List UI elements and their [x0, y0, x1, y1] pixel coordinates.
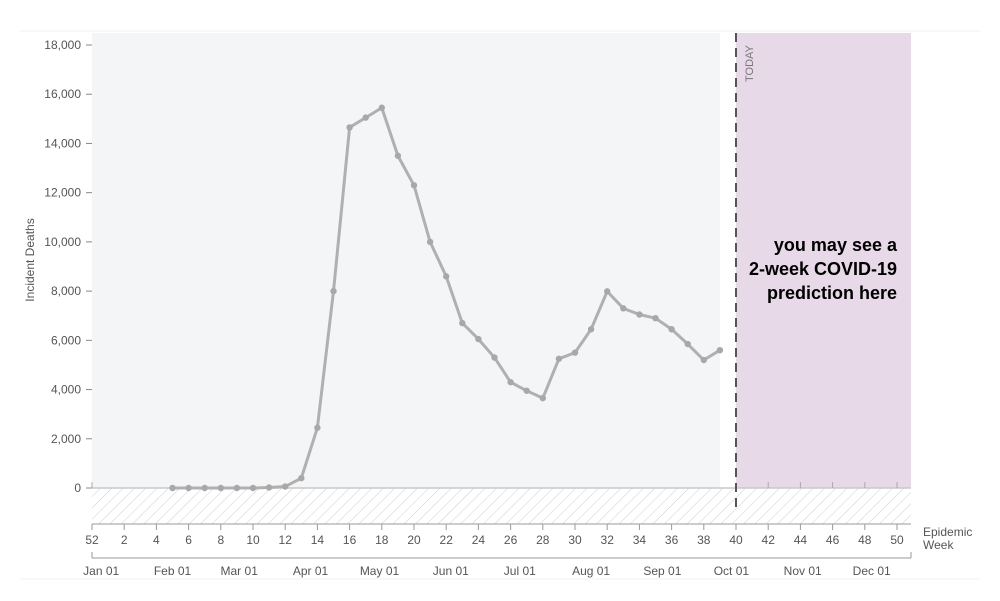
data-point — [475, 335, 482, 343]
prediction-annotation-line-1: you may see a — [774, 235, 898, 255]
data-point — [410, 182, 418, 189]
week-tick-label: 12 — [279, 533, 293, 547]
week-tick-label: 30 — [568, 533, 582, 547]
data-point — [314, 424, 321, 431]
data-point — [523, 387, 530, 394]
data-point — [668, 326, 675, 333]
data-point — [346, 124, 353, 131]
month-tick-label: Dec 01 — [853, 564, 891, 578]
data-point — [426, 238, 434, 246]
data-point — [636, 311, 643, 318]
data-point — [169, 484, 176, 492]
month-tick-label: Apr 01 — [293, 564, 329, 578]
month-tick-label: Aug 01 — [572, 564, 610, 578]
data-point — [459, 319, 466, 327]
data-point — [282, 483, 289, 490]
week-tick-label: 8 — [217, 533, 224, 547]
data-point — [652, 314, 659, 322]
data-point — [716, 346, 724, 354]
week-tick-label: 32 — [601, 533, 615, 547]
week-tick-label: 14 — [311, 533, 325, 547]
data-point — [587, 326, 595, 333]
data-point — [330, 287, 337, 295]
y-tick-label: 2,000 — [51, 432, 81, 446]
data-point — [604, 288, 611, 295]
plot-background — [92, 33, 720, 488]
week-tick-label: 4 — [153, 533, 160, 547]
x-axis-title-line-2: Week — [923, 538, 954, 552]
week-tick-label: 28 — [536, 533, 550, 547]
month-tick-label: Sep 01 — [643, 564, 681, 578]
y-tick-label: 4,000 — [51, 383, 81, 397]
data-point — [394, 152, 402, 159]
x-axis-title-line-1: Epidemic — [923, 525, 972, 539]
data-point — [185, 484, 192, 492]
data-point — [298, 474, 305, 482]
week-tick-label: 6 — [185, 533, 192, 547]
week-tick-label: 50 — [890, 533, 904, 547]
y-tick-label: 14,000 — [44, 136, 81, 150]
week-tick-label: 38 — [697, 533, 711, 547]
y-tick-label: 10,000 — [44, 235, 81, 249]
data-point — [201, 484, 208, 492]
week-tick-label: 36 — [665, 533, 679, 547]
week-tick-label: 48 — [858, 533, 872, 547]
y-tick-label: 8,000 — [51, 284, 81, 298]
y-tick-label: 6,000 — [51, 333, 81, 347]
week-tick-label: 24 — [472, 533, 486, 547]
data-point — [378, 104, 385, 111]
week-tick-label: 46 — [826, 533, 840, 547]
prediction-annotation-line-3: prediction here — [767, 283, 897, 303]
data-point — [265, 484, 273, 491]
month-tick-label: Mar 01 — [221, 564, 259, 578]
data-point — [443, 273, 450, 280]
month-tick-label: May 01 — [360, 564, 400, 578]
prediction-annotation-line-2: 2-week COVID-19 — [749, 259, 897, 279]
y-tick-label: 0 — [74, 481, 81, 495]
series-layer — [169, 104, 724, 492]
data-point — [620, 305, 627, 312]
month-tick-label: Jul 01 — [504, 564, 536, 578]
month-tick-label: Oct 01 — [714, 564, 750, 578]
data-point — [571, 349, 579, 356]
data-point — [684, 340, 691, 348]
prediction-region — [736, 33, 911, 488]
data-point — [539, 394, 546, 402]
week-tick-label: 16 — [343, 533, 357, 547]
week-tick-label: 2 — [121, 533, 128, 547]
data-point — [233, 484, 241, 492]
y-axis-title: Incident Deaths — [23, 218, 37, 301]
week-tick-label: 34 — [633, 533, 647, 547]
background-layer — [92, 33, 911, 524]
month-tick-label: Jun 01 — [433, 564, 469, 578]
axes-layer: 0 2,000 4,000 6,000 8,000 10,000 12,000 14,000 1… — [20, 30, 980, 580]
data-point — [507, 378, 514, 386]
data-point — [362, 114, 369, 121]
data-point — [491, 354, 498, 361]
data-point — [217, 484, 224, 492]
below-zero-hatch — [92, 488, 911, 524]
month-tick-label: Nov 01 — [784, 564, 822, 578]
week-tick-label: 52 — [85, 533, 99, 547]
data-point — [700, 356, 707, 364]
week-tick-label: 42 — [762, 533, 776, 547]
y-tick-label: 12,000 — [44, 186, 81, 200]
month-tick-label: Jan 01 — [83, 564, 119, 578]
y-tick-label: 18,000 — [44, 38, 81, 52]
week-tick-label: 26 — [504, 533, 518, 547]
week-tick-label: 22 — [440, 533, 454, 547]
labels-layer: Incident Deaths Epidemic Week TODAY you … — [23, 44, 972, 552]
y-tick-label: 16,000 — [44, 87, 81, 101]
month-tick-label: Feb 01 — [154, 564, 192, 578]
week-tick-label: 44 — [794, 533, 808, 547]
data-point — [249, 484, 257, 492]
week-tick-label: 20 — [407, 533, 421, 547]
week-tick-label: 40 — [729, 533, 743, 547]
data-point — [555, 355, 563, 362]
week-tick-label: 18 — [375, 533, 389, 547]
today-label: TODAY — [744, 44, 756, 82]
week-tick-label: 10 — [246, 533, 260, 547]
